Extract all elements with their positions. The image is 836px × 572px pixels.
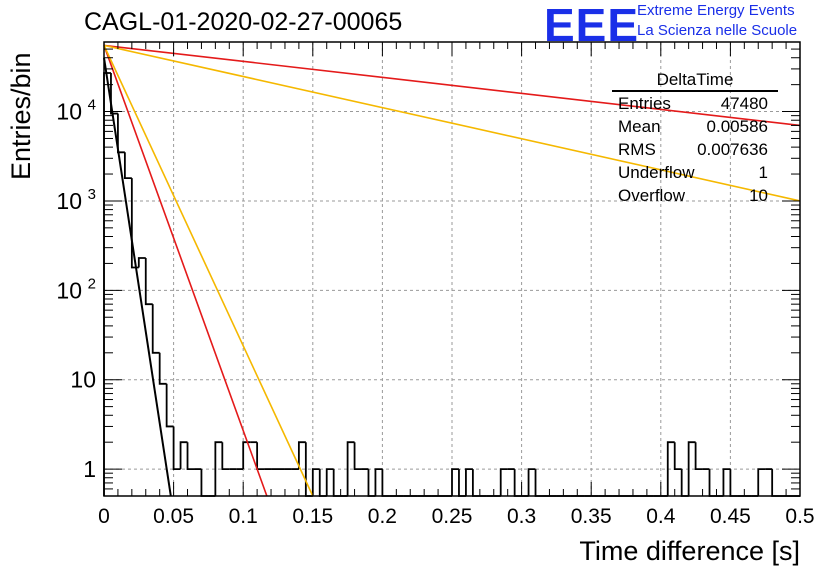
stats-label: Mean xyxy=(618,117,661,136)
y-tick-exponent: 4 xyxy=(88,97,96,114)
histogram-bin xyxy=(708,469,717,497)
histogram-bin xyxy=(771,469,780,497)
fit-line xyxy=(103,45,314,497)
x-tick-label: 0.5 xyxy=(785,505,814,528)
x-tick-label: 0.1 xyxy=(229,505,258,528)
y-tick-exponent: 2 xyxy=(88,275,96,292)
x-axis-ticks: 0 0.05 0.1 0.15 0.2 0.25 0.3 0.35 0.4 0.45 0.5 xyxy=(98,42,815,528)
y-tick-label: 10 xyxy=(56,277,82,303)
stats-title: DeltaTime xyxy=(612,70,778,92)
stats-row-entries: Entries 47480 xyxy=(612,92,778,115)
histogram-bin xyxy=(381,469,390,497)
stats-label: Entries xyxy=(618,94,671,113)
stats-box: DeltaTime Entries 47480 Mean 0.00586 RMS… xyxy=(612,70,778,207)
histogram-bin xyxy=(200,469,209,497)
histogram-bin xyxy=(221,442,230,470)
x-tick-label: 0.45 xyxy=(710,505,751,528)
histogram-bin xyxy=(256,442,265,470)
fit-line xyxy=(103,57,172,497)
histogram-bin xyxy=(673,442,682,470)
x-tick-label: 0.2 xyxy=(368,505,397,528)
histogram-bin xyxy=(458,469,466,497)
y-tick-exponent: 3 xyxy=(88,186,96,203)
histogram-bin xyxy=(680,469,689,497)
histogram-bin xyxy=(117,113,125,154)
stats-label: RMS xyxy=(618,140,656,159)
histogram-bin xyxy=(666,441,675,496)
grid-lines xyxy=(104,42,800,496)
stats-value: 1 xyxy=(758,163,768,182)
stats-value: 0.007636 xyxy=(697,140,768,159)
histogram-bin xyxy=(110,73,118,115)
fit-line xyxy=(103,44,801,127)
histogram-bin xyxy=(513,469,522,497)
x-tick-label: 0.35 xyxy=(571,505,612,528)
histogram-bin xyxy=(158,352,167,385)
histogram-bin xyxy=(332,469,341,497)
x-tick-label: 0.3 xyxy=(507,505,536,528)
histogram-bin xyxy=(367,469,376,497)
histogram-bin xyxy=(353,442,362,470)
stats-value: 0.00586 xyxy=(706,117,768,136)
stats-value: 47480 xyxy=(720,94,768,113)
stats-value: 10 xyxy=(749,186,768,205)
histogram-bin xyxy=(165,383,174,428)
histogram-bin xyxy=(144,257,153,306)
x-axis-label: Time difference [s] xyxy=(579,536,800,566)
stats-label: Overflow xyxy=(618,186,686,205)
histogram-bin xyxy=(311,468,320,496)
fit-lines xyxy=(103,44,801,497)
y-axis-ticks: 1 10 10 2 10 3 10 4 xyxy=(56,41,800,497)
x-tick-label: 0.4 xyxy=(646,505,676,528)
y-tick-label: 1 xyxy=(83,456,96,482)
histogram-bin xyxy=(137,257,146,268)
histogram-bin xyxy=(451,468,459,496)
histogram-bin xyxy=(534,469,543,497)
histogram-bin xyxy=(527,468,536,496)
histogram-bin xyxy=(123,152,132,180)
stats-row-mean: Mean 0.00586 xyxy=(612,115,778,138)
histogram-bin xyxy=(325,468,334,496)
histogram-bin xyxy=(722,468,731,496)
histogram-bin xyxy=(757,468,766,496)
x-tick-label: 0.25 xyxy=(432,505,473,528)
stats-row-rms: RMS 0.007636 xyxy=(612,138,778,161)
histogram-bin xyxy=(103,72,111,496)
logo-subtitle-line1: Extreme Energy Events xyxy=(637,2,795,19)
histogram-bin xyxy=(214,441,223,496)
x-tick-label: 0 xyxy=(98,505,110,528)
y-axis-label: Entries/bin xyxy=(6,52,36,180)
y-tick-label: 10 xyxy=(56,188,82,214)
histogram-bin xyxy=(694,442,703,470)
histogram-bin xyxy=(687,441,696,496)
stats-label: Underflow xyxy=(618,163,695,182)
histogram-bin xyxy=(374,468,383,496)
histogram-bin xyxy=(318,469,327,497)
stats-row-overflow: Overflow 10 xyxy=(612,184,778,207)
histogram-bin xyxy=(499,468,508,496)
histogram-bin xyxy=(179,441,188,470)
logo-subtitle-line2: La Scienza nelle Scuole xyxy=(637,22,798,39)
histogram-bin xyxy=(465,468,473,496)
x-tick-label: 0.15 xyxy=(292,505,333,528)
histogram-bin xyxy=(729,469,738,497)
histogram-bin xyxy=(151,304,160,354)
fit-line xyxy=(103,45,268,497)
histogram-bin xyxy=(346,441,355,496)
histogram-bin xyxy=(297,441,306,470)
histogram-bin xyxy=(172,426,181,470)
eee-logo: EEE xyxy=(544,0,640,51)
histogram-bin xyxy=(471,469,480,497)
stats-row-underflow: Underflow 1 xyxy=(612,161,778,184)
fit-line xyxy=(103,44,801,202)
histogram-bin xyxy=(130,178,139,269)
y-tick-label: 10 xyxy=(70,367,96,393)
histogram-bin xyxy=(186,442,195,470)
y-tick-label: 10 xyxy=(56,99,82,125)
chart-title: CAGL-01-2020-02-27-00065 xyxy=(84,8,403,36)
x-tick-label: 0.05 xyxy=(153,505,194,528)
